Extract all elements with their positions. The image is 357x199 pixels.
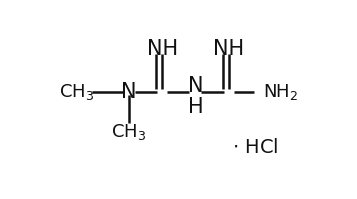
Text: NH$_2$: NH$_2$: [263, 82, 298, 102]
Text: CH$_3$: CH$_3$: [111, 122, 147, 142]
Text: N: N: [188, 76, 203, 96]
Text: CH$_3$: CH$_3$: [59, 82, 94, 102]
Text: H: H: [187, 97, 203, 117]
Text: $\cdot$ HCl: $\cdot$ HCl: [232, 138, 278, 157]
Text: NH: NH: [147, 39, 178, 59]
Text: NH: NH: [213, 39, 244, 59]
Text: N: N: [121, 82, 137, 102]
